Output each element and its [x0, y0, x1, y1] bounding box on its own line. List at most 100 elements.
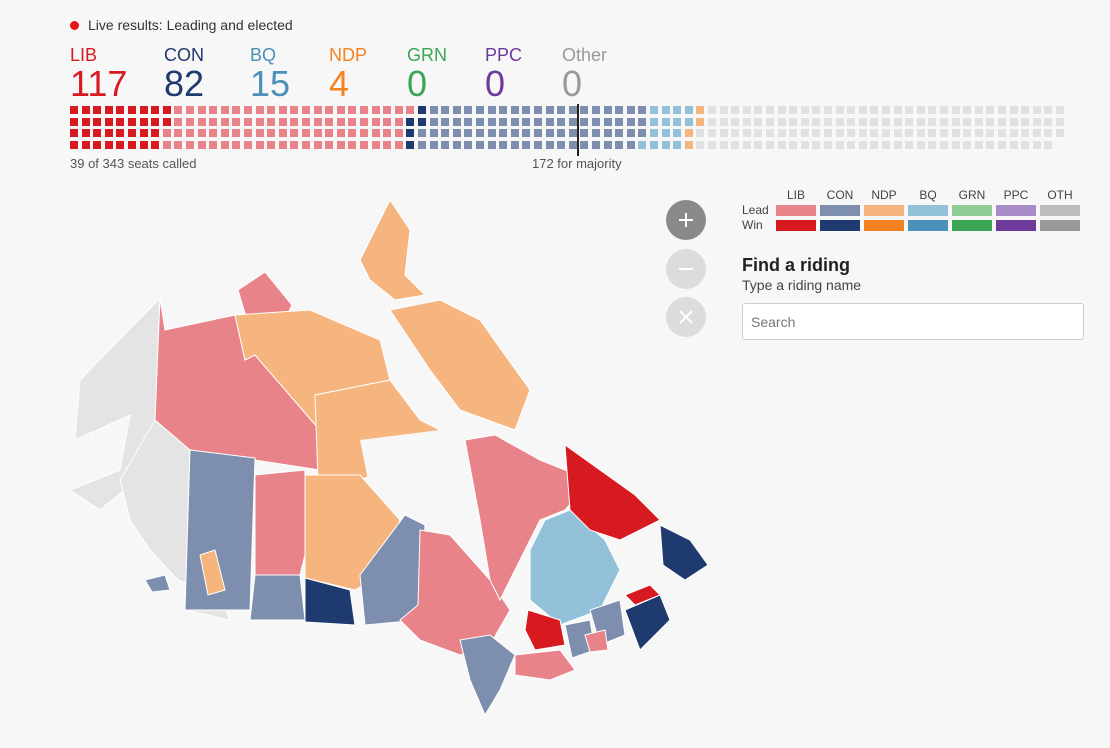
seat-cell: [615, 140, 624, 149]
seat-cell: [104, 106, 113, 114]
seat-cell: [220, 140, 229, 149]
zoom-in-button[interactable]: [666, 200, 706, 240]
region-pei[interactable]: [624, 584, 661, 606]
seat-cell: [70, 140, 78, 149]
seat-cell: [951, 140, 960, 149]
seat-cell: [928, 129, 937, 138]
seat-cell: [325, 140, 334, 149]
seat-cell: [998, 129, 1006, 138]
legend-row-label: Win: [742, 218, 763, 232]
region-manitoba-south[interactable]: [304, 577, 356, 626]
seat-cell: [650, 129, 658, 138]
region-golden-horseshoe[interactable]: [514, 649, 576, 681]
results-map[interactable]: [60, 180, 740, 740]
seat-cell: [429, 106, 438, 114]
seat-cell: [93, 140, 102, 149]
seat-cell: [522, 129, 531, 138]
seat-cell: [348, 117, 357, 126]
seat-cell: [1056, 106, 1064, 114]
seat-cell: [139, 140, 148, 149]
seat-cell: [963, 129, 972, 138]
seat-cell: [128, 106, 136, 114]
canada-map[interactable]: [60, 180, 740, 740]
seat-cell: [452, 140, 461, 149]
party-seats: 0: [562, 63, 583, 104]
seat-cell: [371, 129, 380, 138]
region-montreal[interactable]: [584, 629, 609, 653]
seat-cell: [510, 140, 519, 149]
zoom-out-button[interactable]: [666, 249, 706, 289]
seat-cell: [244, 117, 252, 126]
party-bq: BQ 15: [250, 45, 290, 103]
seat-cell: [313, 129, 322, 138]
seat-cell: [592, 129, 600, 138]
seat-cell: [696, 106, 705, 114]
seat-cell: [626, 106, 635, 114]
seat-cell: [499, 106, 508, 114]
seat-cell: [731, 117, 740, 126]
region-arctic-islands[interactable]: [359, 199, 427, 301]
region-saskatchewan-south[interactable]: [249, 574, 306, 621]
reset-button[interactable]: [666, 297, 706, 337]
seat-cell: [893, 117, 902, 126]
region-newfoundland[interactable]: [659, 524, 709, 581]
seat-cell: [104, 129, 113, 138]
seat-cell: [998, 106, 1006, 114]
seat-cell: [1009, 106, 1018, 114]
seat-cell: [441, 117, 450, 126]
region-baffin[interactable]: [389, 299, 531, 431]
seat-cell: [580, 140, 589, 149]
seat-cell: [592, 106, 600, 114]
seat-cell: [1032, 140, 1041, 149]
seat-cell: [209, 129, 218, 138]
seat-cell: [232, 117, 241, 126]
seat-cell: [812, 129, 821, 138]
seat-cell: [162, 117, 171, 126]
seat-cell: [522, 106, 531, 114]
seat-cell: [278, 129, 287, 138]
seat-cell: [882, 129, 890, 138]
seat-cell: [719, 129, 728, 138]
seat-cell: [731, 140, 740, 149]
region-nova-scotia[interactable]: [624, 594, 671, 651]
region-quebec-north[interactable]: [464, 434, 591, 602]
region-vancouver-island[interactable]: [144, 574, 171, 593]
seat-cell: [522, 140, 531, 149]
seat-cell: [441, 140, 450, 149]
seat-cell: [916, 106, 925, 114]
seat-cell: [394, 129, 403, 138]
region-ontario-south[interactable]: [459, 634, 516, 717]
seat-cell: [162, 106, 171, 114]
seat-cell: [116, 117, 125, 126]
region-quebec-south[interactable]: [524, 609, 566, 651]
seat-cell: [290, 106, 299, 114]
seat-cell: [603, 117, 612, 126]
seat-cell: [70, 106, 78, 114]
party-grn: GRN 0: [407, 45, 447, 103]
region-saskatchewan[interactable]: [254, 469, 306, 576]
seat-cell: [754, 117, 763, 126]
party-seats: 82: [164, 63, 205, 104]
seat-cell: [905, 117, 914, 126]
seat-cell: [940, 106, 948, 114]
seat-cell: [151, 106, 160, 114]
seat-cell: [568, 117, 577, 126]
seat-cell: [360, 117, 368, 126]
seat-cell: [731, 106, 740, 114]
seat-cell: [371, 140, 380, 149]
seat-cell: [650, 117, 658, 126]
seat-cell: [742, 106, 751, 114]
seat-cell: [534, 140, 542, 149]
legend-row-label: Lead: [742, 203, 769, 217]
riding-search-input[interactable]: [742, 303, 1084, 340]
seat-cell: [186, 117, 194, 126]
seat-cell: [673, 140, 682, 149]
seat-cell: [406, 117, 415, 126]
seat-cell: [278, 117, 287, 126]
seat-cell: [302, 140, 310, 149]
region-labrador[interactable]: [564, 443, 661, 541]
region-bc-lower-mainland[interactable]: [199, 549, 226, 596]
live-status: Live results: Leading and elected: [70, 17, 293, 33]
seat-cell: [742, 140, 751, 149]
seat-cell: [812, 140, 821, 149]
